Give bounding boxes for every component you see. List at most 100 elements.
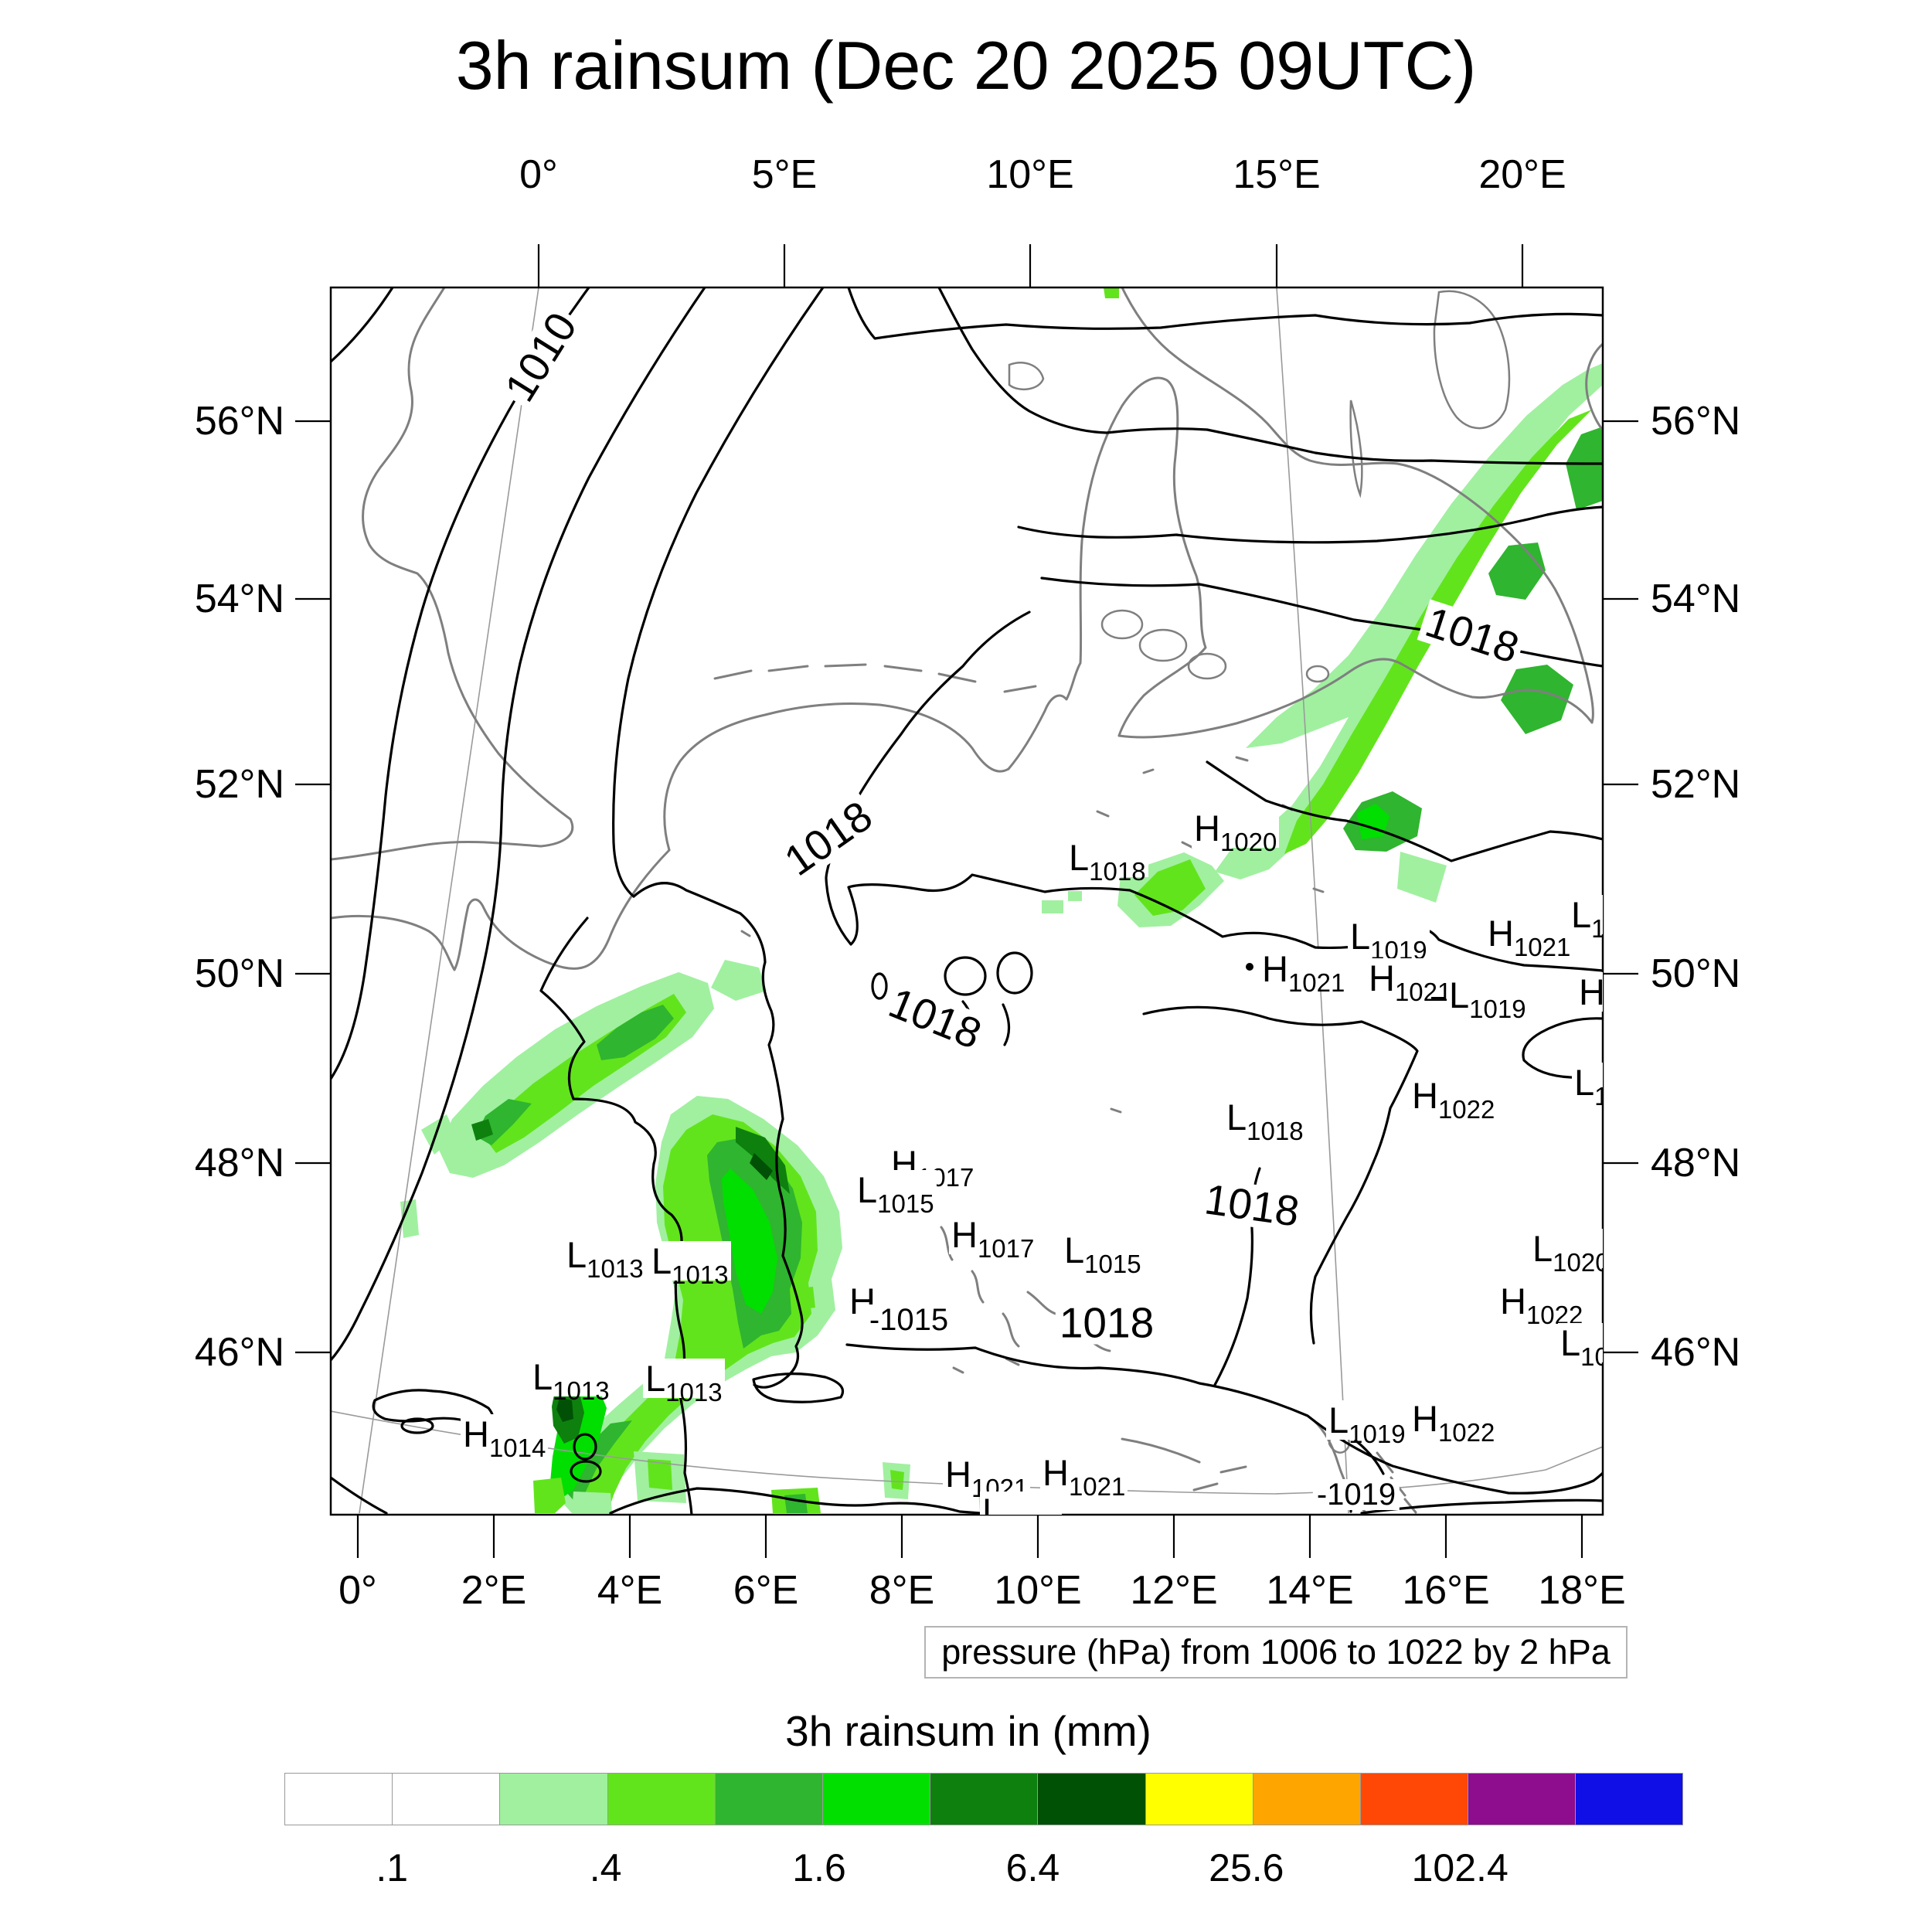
island-bornholm bbox=[1305, 665, 1330, 683]
pressure-label-L1013: L1013 bbox=[530, 1356, 612, 1403]
axis-top-20°E: 20°E bbox=[1478, 152, 1566, 197]
coast-baltic-right-edge bbox=[1585, 342, 1603, 431]
contour-se-upper bbox=[1142, 1005, 1419, 1345]
pressure-label-L1018: L1018 bbox=[1224, 1097, 1306, 1144]
contour-france-east bbox=[632, 882, 804, 1389]
pressure-label-H1022: H1022 bbox=[1498, 1281, 1586, 1328]
pressure-value: 1017 bbox=[977, 1234, 1035, 1263]
axis-top-0°: 0° bbox=[519, 152, 558, 197]
pressure-value: 1014 bbox=[488, 1434, 546, 1462]
pressure-label-H1021: H1021 bbox=[1366, 958, 1454, 1005]
pressure-letter: H bbox=[463, 1413, 489, 1454]
pressure-label-L1013: L1013 bbox=[564, 1235, 646, 1281]
pressure-label-H1020: H1020 bbox=[1192, 808, 1280, 855]
contour-genoa-oval bbox=[752, 1372, 845, 1403]
axis-top-5°E: 5°E bbox=[751, 152, 818, 197]
pressure-letter: H bbox=[1412, 1075, 1438, 1116]
contour-1018-sweep bbox=[845, 1343, 1603, 1495]
pressure-label-H1022: H1022 bbox=[1410, 1399, 1498, 1445]
contour-label-1018: 1018 bbox=[1417, 597, 1528, 672]
contour-1010 bbox=[331, 287, 590, 1080]
pressure-label-H1014: H1014 bbox=[461, 1413, 549, 1461]
axis-right-48°N: 48°N bbox=[1651, 1141, 1741, 1185]
pressure-value: 1020 bbox=[1219, 828, 1277, 856]
contour-wavy-3 bbox=[1017, 505, 1603, 544]
colorbar-cell-10 bbox=[1359, 1773, 1469, 1825]
contour-label-1018: 1018 bbox=[879, 978, 991, 1058]
contour-sw-corner bbox=[331, 1476, 388, 1515]
colorbar-cell-4 bbox=[714, 1773, 823, 1825]
lake-vanern bbox=[1008, 362, 1045, 391]
colorbar-cell-5 bbox=[821, 1773, 931, 1825]
pressure-letter: H bbox=[1194, 808, 1220, 849]
coast-baltic-south bbox=[1117, 658, 1594, 739]
rainfall-colorbar bbox=[284, 1773, 1684, 1825]
axis-bottom-16°E: 16°E bbox=[1402, 1568, 1490, 1613]
pressure-label-L10: L10 bbox=[1569, 894, 1603, 941]
contour-bottom-mid bbox=[609, 1487, 981, 1515]
pressure-letter: L bbox=[532, 1356, 553, 1397]
colorbar-tick-.4: .4 bbox=[589, 1846, 622, 1889]
pressure-letter: L bbox=[645, 1358, 666, 1399]
contour-nw-3 bbox=[331, 287, 706, 1362]
axis-bottom-8°E: 8°E bbox=[869, 1568, 935, 1613]
danish-island-1 bbox=[1100, 609, 1144, 640]
axis-left-56°N: 56°N bbox=[194, 399, 284, 444]
colorbar-cell-12 bbox=[1575, 1773, 1684, 1825]
colorbar-cell-3 bbox=[607, 1773, 716, 1825]
pressure-contours-layer bbox=[331, 287, 1603, 1515]
pressure-label-L1013: L1013 bbox=[649, 1241, 731, 1287]
contour-baltic-south bbox=[1206, 760, 1603, 862]
axis-left-46°N: 46°N bbox=[194, 1330, 284, 1375]
axis-bottom-14°E: 14°E bbox=[1266, 1568, 1354, 1613]
coast-sweden bbox=[1121, 287, 1594, 724]
page-title: 3h rainsum (Dec 20 2025 09UTC) bbox=[455, 27, 1477, 104]
axis-bottom-0°: 0° bbox=[338, 1568, 377, 1613]
pressure-value: 1013 bbox=[587, 1254, 644, 1283]
colorbar-tick-.1: .1 bbox=[376, 1846, 409, 1889]
colorbar-cell-8 bbox=[1145, 1773, 1253, 1825]
axis-bottom-10°E: 10°E bbox=[994, 1568, 1082, 1613]
contour-egg-2 bbox=[996, 951, 1033, 995]
colorbar-tick-1.6: 1.6 bbox=[792, 1846, 846, 1889]
pressure-value: 1019 bbox=[1469, 995, 1526, 1023]
pressure-value: 1018 bbox=[1002, 1511, 1060, 1539]
pressure-value: 10 bbox=[1591, 914, 1620, 943]
coast-netherlands bbox=[663, 702, 1010, 852]
contour-label-1010: 1010 bbox=[495, 302, 587, 412]
contour-wavy-1 bbox=[847, 287, 1603, 340]
pressure-label-L1019: L1019 bbox=[1326, 1400, 1408, 1447]
pressure-label-L1019: L1019 bbox=[1348, 916, 1430, 963]
pressure-label-H1: H1 bbox=[1577, 971, 1605, 1012]
meridian-0deg bbox=[359, 287, 539, 1514]
axis-right-50°N: 50°N bbox=[1651, 951, 1741, 996]
pressure-letter: L bbox=[1571, 894, 1592, 935]
pressure-value: 1013 bbox=[672, 1260, 729, 1289]
pressure-letter: H bbox=[945, 1454, 971, 1495]
pressure-label-L1015: L1015 bbox=[855, 1170, 937, 1216]
pressure-value: 10 bbox=[1594, 1082, 1623, 1111]
axis-right-52°N: 52°N bbox=[1651, 762, 1741, 807]
axis-left-54°N: 54°N bbox=[194, 577, 284, 621]
contour-egg-1 bbox=[944, 956, 987, 996]
colorbar-cell-0 bbox=[284, 1773, 393, 1825]
pressure-letter: L bbox=[1350, 916, 1371, 957]
contour-label-1018: 1018 bbox=[1198, 1175, 1306, 1236]
pressure-letter: L bbox=[1449, 975, 1470, 1015]
coast-channel-france bbox=[331, 849, 671, 971]
axis-right-46°N: 46°N bbox=[1651, 1330, 1741, 1375]
pressure-letter: H bbox=[1579, 971, 1605, 1012]
axis-right-54°N: 54°N bbox=[1651, 577, 1741, 621]
pressure-value: 1020 bbox=[1553, 1248, 1610, 1277]
pressure-letter: L bbox=[1560, 1322, 1581, 1363]
pressure-label-H1017: H1017 bbox=[949, 1215, 1037, 1261]
contour-wavy-2 bbox=[937, 287, 1603, 465]
coast-britain bbox=[331, 287, 574, 861]
pressure-value: 1013 bbox=[665, 1378, 723, 1406]
pressure-letter: H bbox=[1488, 913, 1514, 954]
axis-right-56°N: 56°N bbox=[1651, 399, 1741, 444]
contour-label-1019: -1019 bbox=[1312, 1479, 1400, 1510]
